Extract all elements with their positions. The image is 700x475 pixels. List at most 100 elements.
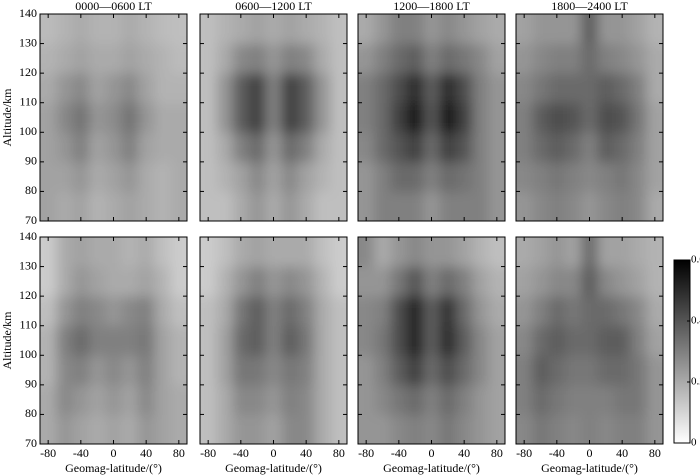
heatmap-cell	[56, 325, 74, 356]
y-tick-label: 100	[19, 347, 37, 361]
heatmap-cell	[374, 414, 392, 444]
heatmap-cell	[121, 14, 139, 45]
heatmap-cell	[407, 266, 424, 297]
heatmap-cell	[281, 43, 299, 74]
heatmap-cell	[200, 266, 217, 297]
heatmap-cell	[488, 102, 505, 133]
heatmap-cell	[89, 414, 106, 444]
heatmap-cell	[56, 266, 74, 297]
heatmap-cell	[200, 132, 217, 163]
heatmap-cell	[40, 132, 57, 163]
heatmap-cell	[358, 266, 375, 297]
heatmap-cell	[105, 296, 123, 327]
heatmap-cell	[72, 414, 90, 444]
x-axis-label: Geomag-latitude/(°)	[541, 461, 638, 475]
heatmap-cell	[281, 384, 299, 415]
x-tick-label: 40	[300, 446, 312, 460]
heatmap-cell	[456, 384, 473, 415]
heatmap-cell	[298, 325, 315, 356]
heatmap-cell	[390, 73, 408, 104]
x-tick-label: -40	[391, 446, 407, 460]
x-axis-label: Geomag-latitude/(°)	[225, 461, 322, 475]
heatmap-cell	[265, 325, 283, 356]
heatmap-cell	[170, 102, 187, 133]
heatmap-cell	[374, 384, 392, 415]
heatmap-cell	[330, 73, 347, 104]
heatmap-cell	[488, 161, 505, 192]
heatmap-cell	[154, 43, 172, 74]
heatmap-cell	[265, 161, 283, 192]
heatmap-cell	[581, 266, 599, 297]
heatmap-cell	[105, 355, 123, 386]
heatmap-cell	[200, 355, 217, 386]
heatmap-cell	[89, 73, 106, 104]
heatmap-cell	[105, 14, 123, 45]
heatmap-cell	[374, 237, 392, 268]
heatmap-cell	[581, 191, 599, 221]
heatmap-cell	[154, 266, 172, 297]
heatmap-cell	[374, 161, 392, 192]
x-tick-label: -40	[233, 446, 249, 460]
heatmap-cell	[630, 14, 648, 45]
heatmap-cell	[56, 191, 74, 221]
heatmap-cell	[330, 191, 347, 221]
heatmap-cell	[138, 191, 155, 221]
x-tick-label: 0	[111, 446, 117, 460]
heatmap-cell	[456, 355, 473, 386]
x-tick-label: -40	[549, 446, 565, 460]
heatmap-cell	[407, 296, 424, 327]
heatmap-cell	[532, 102, 550, 133]
colorbar-tick-label: 0.6	[691, 254, 700, 266]
heatmap-cell	[138, 296, 155, 327]
heatmap-cell	[565, 325, 582, 356]
heatmap-cell	[407, 355, 424, 386]
heatmap-cell	[216, 414, 234, 444]
heatmap-cell	[358, 161, 375, 192]
heatmap-cell	[630, 191, 648, 221]
y-tick-label: 120	[19, 288, 37, 302]
heatmap-cell	[581, 14, 599, 45]
x-tick-label: 80	[649, 446, 661, 460]
heatmap-cell	[390, 191, 408, 221]
heatmap-cell	[358, 43, 375, 74]
heatmap-cell	[597, 14, 615, 45]
heatmap-cell	[330, 384, 347, 415]
heatmap-cell	[390, 14, 408, 45]
heatmap-cell	[614, 384, 631, 415]
heatmap-cell	[281, 355, 299, 386]
heatmap-cell	[138, 14, 155, 45]
x-tick-label: -80	[200, 446, 216, 460]
heatmap-cell	[423, 296, 441, 327]
heatmap-cell	[298, 237, 315, 268]
heatmap-cell	[516, 266, 533, 297]
heatmap-cell	[472, 414, 490, 444]
heatmap-cell	[72, 102, 90, 133]
heatmap-cell	[121, 73, 139, 104]
heatmap-cell	[330, 355, 347, 386]
heatmap-cell	[581, 73, 599, 104]
heatmap-cell	[314, 43, 332, 74]
heatmap-cell	[407, 73, 424, 104]
heatmap-cell	[281, 325, 299, 356]
heatmap-cell	[72, 266, 90, 297]
heatmap-cell	[105, 73, 123, 104]
heatmap-cell	[314, 237, 332, 268]
heatmap-cell	[565, 132, 582, 163]
panel-title: 1200—1800 LT	[393, 0, 470, 13]
heatmap-cell	[407, 237, 424, 268]
heatmap-cell	[216, 161, 234, 192]
heatmap-cell	[614, 237, 631, 268]
heatmap-cell	[298, 132, 315, 163]
heatmap-cell	[439, 266, 457, 297]
heatmap-cell	[249, 43, 266, 74]
heatmap-panel	[200, 14, 347, 221]
heatmap-cell	[614, 355, 631, 386]
colorbar	[673, 259, 691, 444]
heatmap-cell	[407, 191, 424, 221]
heatmap-cell	[597, 325, 615, 356]
heatmap-cell	[105, 325, 123, 356]
heatmap-cell	[265, 384, 283, 415]
heatmap-cell	[232, 384, 250, 415]
heatmap-cell	[216, 73, 234, 104]
heatmap-cell	[646, 132, 663, 163]
